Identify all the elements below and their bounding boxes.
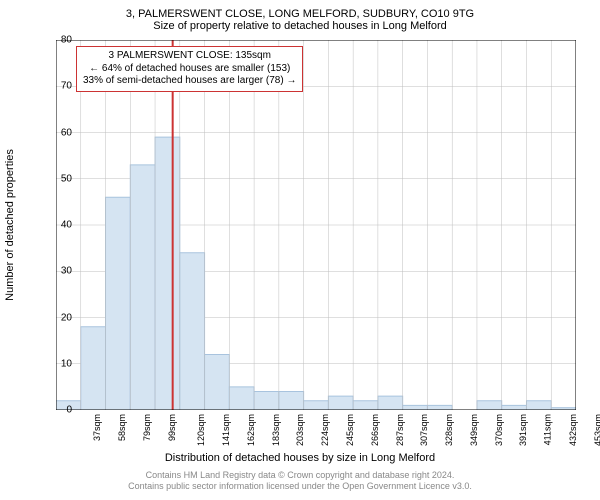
x-tick-label: 411sqm [542,414,552,445]
x-tick-label: 37sqm [92,414,102,441]
x-axis-label: Distribution of detached houses by size … [0,452,600,464]
footer-line: Contains HM Land Registry data © Crown c… [0,470,600,481]
footer-line: Contains public sector information licen… [0,481,600,492]
x-tick-label: 370sqm [494,414,504,446]
y-tick-label: 0 [42,405,72,416]
figure-container: 3, PALMERSWENT CLOSE, LONG MELFORD, SUDB… [0,0,600,500]
x-tick-label: 99sqm [167,414,177,441]
y-tick-label: 20 [42,312,72,323]
y-tick-label: 60 [42,127,72,138]
histogram-svg [56,40,576,410]
title-line-1: 3, PALMERSWENT CLOSE, LONG MELFORD, SUDB… [0,0,600,20]
callout-line: ← 64% of detached houses are smaller (15… [83,63,296,76]
x-tick-label: 245sqm [345,414,355,446]
x-tick-label: 266sqm [370,414,380,446]
title-line-2: Size of property relative to detached ho… [0,20,600,36]
x-tick-label: 183sqm [271,414,281,446]
x-tick-label: 79sqm [142,414,152,441]
x-tick-label: 391sqm [518,414,528,446]
y-tick-label: 30 [42,266,72,277]
callout-line: 3 PALMERSWENT CLOSE: 135sqm [83,50,296,63]
x-tick-label: 224sqm [320,414,330,446]
x-tick-label: 58sqm [117,414,127,441]
x-tick-label: 432sqm [568,414,578,446]
x-tick-label: 349sqm [469,414,479,446]
y-axis-label: Number of detached properties [4,149,16,301]
callout-line: 33% of semi-detached houses are larger (… [83,75,296,88]
x-tick-label: 203sqm [296,414,306,446]
y-tick-label: 70 [42,81,72,92]
plot-area: 3 PALMERSWENT CLOSE: 135sqm← 64% of deta… [56,40,576,410]
y-tick-label: 10 [42,358,72,369]
callout-box: 3 PALMERSWENT CLOSE: 135sqm← 64% of deta… [76,46,303,92]
x-tick-label: 162sqm [246,414,256,446]
y-tick-label: 40 [42,220,72,231]
y-tick-label: 50 [42,173,72,184]
x-tick-label: 307sqm [419,414,429,446]
x-tick-label: 141sqm [221,414,231,446]
footer-text: Contains HM Land Registry data © Crown c… [0,470,600,493]
x-tick-label: 328sqm [444,414,454,446]
x-tick-label: 453sqm [593,414,600,446]
y-tick-label: 80 [42,35,72,46]
x-tick-label: 120sqm [196,414,206,446]
x-tick-label: 287sqm [395,414,405,446]
